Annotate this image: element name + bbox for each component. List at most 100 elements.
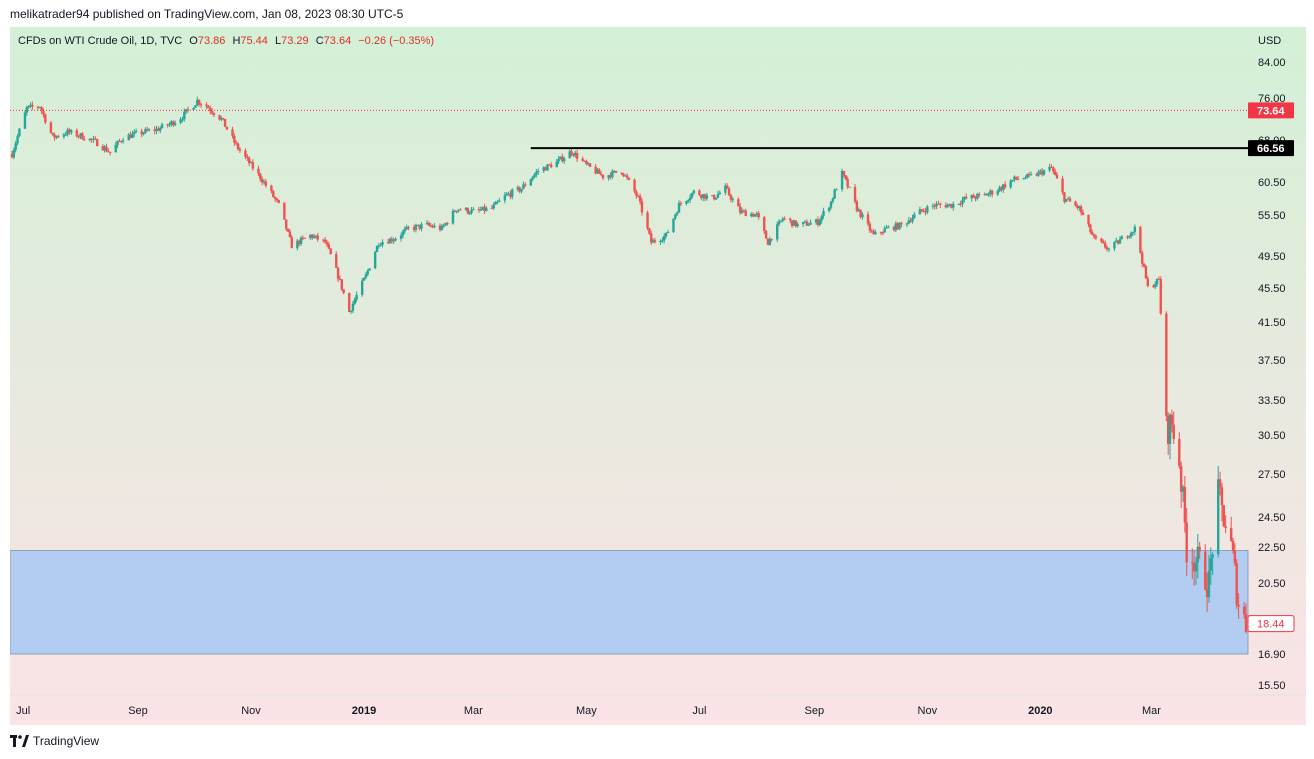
candle-body	[570, 151, 573, 154]
candle-body	[129, 134, 132, 139]
candle-body	[51, 132, 54, 135]
candle-body	[155, 128, 158, 132]
candle-body	[548, 164, 551, 166]
price-chart[interactable]: USD84.0076.0068.0060.5055.5049.5045.5041…	[10, 27, 1306, 725]
candle-body	[700, 195, 703, 198]
legend-high-value: 75.44	[240, 35, 268, 47]
candle-body	[1050, 166, 1053, 168]
candle-body	[44, 114, 47, 123]
candle-body	[12, 149, 16, 158]
candle-body	[312, 236, 316, 238]
candle-body	[1185, 522, 1188, 563]
candle-body	[1179, 466, 1183, 492]
candle-body	[1053, 171, 1057, 175]
candle-body	[740, 210, 744, 213]
candle-body	[1118, 239, 1122, 244]
candle-body	[416, 224, 419, 226]
candle-body	[724, 185, 727, 193]
x-tick-label: 2019	[352, 705, 376, 717]
candle-body	[996, 191, 999, 195]
y-axis[interactable]: USD84.0076.0068.0060.5055.5049.5045.5041…	[1258, 35, 1286, 692]
candle-body	[879, 232, 883, 234]
candle-body	[375, 245, 379, 253]
candle-body	[738, 206, 742, 213]
candle-body	[883, 228, 886, 233]
candle-body	[907, 220, 910, 224]
candle-body	[285, 219, 288, 229]
tradingview-brand-label: TradingView	[33, 734, 100, 748]
candle-body	[1120, 236, 1124, 240]
tradingview-brand[interactable]: TradingView	[10, 734, 99, 748]
candle-body	[987, 193, 990, 196]
candle-body	[29, 104, 32, 106]
candle-body	[368, 268, 371, 271]
candle-body	[900, 222, 903, 225]
candle-body	[479, 209, 482, 211]
candle-body	[272, 191, 275, 198]
candle-body	[77, 136, 80, 138]
candle-body	[961, 199, 964, 204]
candle-body	[794, 220, 797, 227]
candle-body	[38, 107, 41, 109]
x-axis[interactable]: Jul Sep Nov 2019 Mar May Jul Sep Nov 2020 Mar	[16, 705, 1161, 717]
candle-body	[533, 174, 536, 178]
candle-body	[498, 200, 501, 202]
candle-body	[990, 190, 994, 195]
candle-body	[959, 203, 962, 205]
candle-body	[1146, 278, 1149, 287]
legend-open-value: 73.86	[197, 35, 226, 47]
candle-body	[147, 129, 151, 131]
candle-body	[555, 161, 558, 168]
candle-body	[561, 156, 564, 162]
candle-body	[726, 185, 729, 189]
candle-body	[783, 218, 786, 220]
candle-body	[611, 171, 614, 178]
candles-group	[10, 96, 1248, 634]
candle-body	[1089, 224, 1092, 232]
candle-body	[457, 209, 460, 211]
candle-body	[924, 211, 927, 213]
legend-close-value: 73.64	[323, 35, 352, 47]
candle-body	[70, 130, 73, 133]
candle-body	[1011, 179, 1014, 181]
chart-pane[interactable]: USD84.0076.0068.0060.5055.5049.5045.5041…	[10, 27, 1306, 725]
candle-body	[231, 129, 234, 136]
candle-body	[827, 207, 831, 211]
candle-body	[801, 221, 805, 225]
demand-zone-rectangle[interactable]	[10, 550, 1249, 655]
candle-body	[290, 237, 293, 249]
candle-body	[753, 214, 757, 217]
candle-body	[468, 212, 471, 214]
candle-body	[1068, 198, 1072, 202]
candle-body	[718, 192, 721, 195]
candle-body	[196, 99, 199, 106]
x-tick-label: Jul	[692, 705, 706, 717]
current-price-label: 18.44	[1257, 619, 1285, 631]
y-tick-label: 30.50	[1258, 430, 1286, 442]
x-tick-label: Nov	[241, 705, 261, 717]
candle-body	[1165, 313, 1168, 416]
candle-body	[323, 239, 327, 243]
candle-body	[1166, 415, 1170, 444]
candle-body	[459, 209, 462, 211]
candle-body	[1081, 212, 1085, 215]
candle-body	[1074, 201, 1077, 206]
candle-body	[31, 104, 34, 107]
candle-body	[898, 222, 901, 230]
x-tick-label: May	[576, 705, 597, 717]
candle-body	[209, 108, 212, 112]
candle-body	[1002, 184, 1005, 191]
candle-body	[546, 164, 549, 171]
candle-body	[777, 221, 781, 225]
current-price-tag: 18.44	[1247, 615, 1295, 633]
candle-body	[446, 223, 449, 225]
candle-body	[507, 193, 510, 195]
y-tick-label: 84.00	[1258, 57, 1286, 69]
candle-body	[892, 226, 896, 231]
candle-body	[640, 201, 644, 213]
candle-body	[377, 245, 381, 247]
y-tick-label: 27.50	[1258, 469, 1286, 481]
candle-body	[559, 156, 562, 159]
candle-body	[920, 209, 923, 211]
candle-body	[653, 240, 657, 242]
